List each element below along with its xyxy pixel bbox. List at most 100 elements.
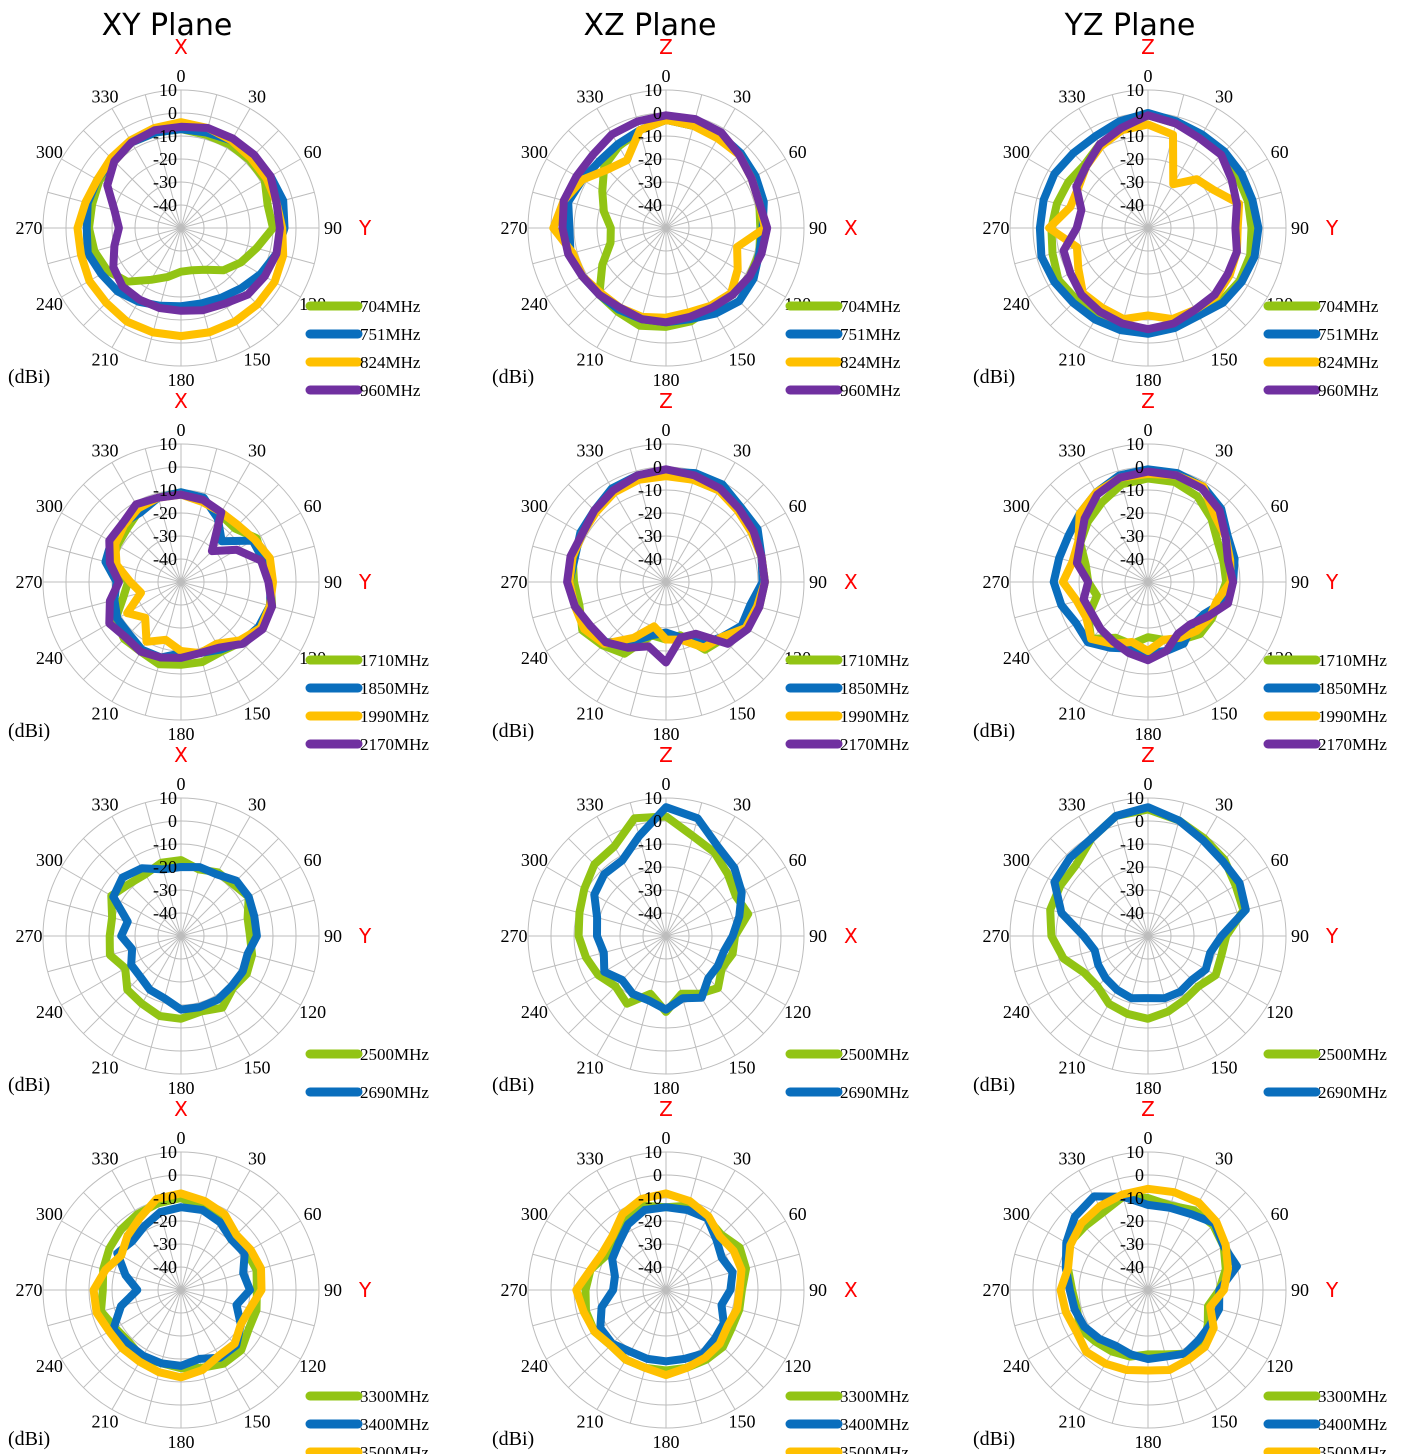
angle-tick-label: 270 (16, 572, 43, 592)
grid-spoke (1050, 1192, 1149, 1291)
grid-spoke (665, 816, 736, 937)
ring-tick-label: -30 (153, 526, 177, 546)
angle-tick-label: 300 (1003, 142, 1030, 162)
ring-tick-label: 10 (1126, 788, 1144, 808)
grid-spoke (665, 838, 764, 937)
ring-tick-label: -40 (153, 549, 177, 569)
ring-tick-label: -40 (638, 903, 662, 923)
ring-tick-label: 0 (1135, 103, 1144, 123)
angle-tick-label: 0 (1144, 1128, 1153, 1148)
ring-tick-label: -30 (638, 880, 662, 900)
ring-tick-label: -20 (1120, 503, 1144, 523)
angle-tick-label: 30 (733, 1148, 751, 1168)
angle-tick-label: 270 (16, 1280, 43, 1300)
angle-tick-label: 30 (733, 86, 751, 106)
angle-tick-label: 60 (789, 496, 807, 516)
angle-tick-label: 150 (244, 1412, 271, 1432)
angle-tick-label: 120 (1266, 1002, 1293, 1022)
grid-spoke (1147, 158, 1268, 229)
ring-tick-label: -30 (153, 172, 177, 192)
grid-spoke (180, 581, 218, 716)
grid-spoke (1028, 1289, 1149, 1360)
right-axis-letter: Y (1325, 1278, 1339, 1302)
grid-spoke (546, 1289, 667, 1360)
legend-label: 3500MHz (360, 1443, 429, 1454)
angle-tick-label: 150 (729, 350, 756, 370)
grid-spoke (180, 94, 218, 229)
angle-tick-label: 210 (577, 1058, 604, 1078)
angle-tick-label: 90 (809, 218, 827, 238)
polar-plot-xz-0: 0306090120150180210240270300330100-10-20… (492, 35, 901, 400)
angle-tick-label: 90 (324, 572, 342, 592)
angle-tick-label: 330 (92, 794, 119, 814)
angle-tick-label: 0 (177, 1128, 186, 1148)
top-axis-letter: X (174, 743, 188, 767)
angle-tick-label: 330 (577, 440, 604, 460)
ring-tick-label: -20 (153, 149, 177, 169)
grid-spoke (180, 108, 251, 229)
grid-spoke (61, 581, 182, 652)
grid-spoke (111, 935, 182, 1056)
grid-spoke (546, 581, 667, 652)
right-axis-letter: X (844, 924, 858, 948)
angle-tick-label: 240 (1003, 648, 1030, 668)
grid-spoke (180, 227, 251, 348)
right-axis-letter: Y (1325, 570, 1339, 594)
grid-spoke (665, 158, 786, 229)
legend-label: 2500MHz (1318, 1045, 1387, 1064)
ring-tick-label: -40 (638, 1257, 662, 1277)
unit-label: (dBi) (8, 1074, 50, 1096)
grid-spoke (629, 227, 667, 362)
grid-spoke (665, 227, 764, 326)
ring-tick-label: -30 (638, 172, 662, 192)
angle-tick-label: 150 (729, 704, 756, 724)
angle-tick-label: 270 (501, 1280, 528, 1300)
angle-tick-label: 120 (299, 1356, 326, 1376)
grid-spoke (1147, 1289, 1218, 1410)
series-2690MHz (1050, 803, 1250, 1003)
angle-tick-label: 150 (244, 350, 271, 370)
angle-tick-label: 90 (324, 218, 342, 238)
angle-tick-label: 180 (1135, 370, 1162, 390)
legend-label: 3400MHz (840, 1415, 909, 1434)
angle-tick-label: 90 (1291, 1280, 1309, 1300)
ring-tick-label: -20 (153, 857, 177, 877)
grid-spoke (1078, 935, 1149, 1056)
series-2690MHz (109, 863, 261, 1014)
angle-tick-label: 240 (36, 1002, 63, 1022)
angle-tick-label: 210 (92, 350, 119, 370)
grid-spoke (180, 227, 279, 326)
ring-tick-label: 10 (159, 434, 177, 454)
ring-tick-label: 10 (1126, 434, 1144, 454)
grid-spoke (629, 1156, 667, 1291)
angle-tick-label: 330 (92, 440, 119, 460)
angle-tick-label: 270 (983, 1280, 1010, 1300)
grid-spoke (83, 130, 182, 229)
grid-spoke (665, 130, 764, 229)
grid-spoke (180, 545, 315, 583)
ring-tick-label: -20 (638, 1211, 662, 1231)
grid-spoke (83, 581, 182, 680)
angle-tick-label: 180 (168, 1432, 195, 1452)
ring-tick-label: -10 (1120, 480, 1144, 500)
grid-spoke (1078, 462, 1149, 583)
grid-spoke (1147, 227, 1246, 326)
ring-tick-label: 0 (1135, 811, 1144, 831)
angle-tick-label: 0 (1144, 774, 1153, 794)
angle-tick-label: 0 (662, 66, 671, 86)
legend-label: 704MHz (840, 297, 901, 316)
angle-tick-label: 240 (1003, 294, 1030, 314)
grid-spoke (61, 158, 182, 229)
grid-spoke (1014, 935, 1149, 973)
grid-spoke (1147, 227, 1185, 362)
angle-tick-label: 90 (1291, 572, 1309, 592)
grid-spoke (144, 227, 182, 362)
legend-label: 751MHz (840, 325, 901, 344)
polar-plots: 0306090120150180210240270300330100-10-20… (8, 35, 1387, 1454)
ring-tick-label: -40 (153, 195, 177, 215)
angle-tick-label: 0 (177, 420, 186, 440)
grid-spoke (144, 94, 182, 229)
grid-spoke (546, 866, 667, 937)
grid-spoke (629, 94, 667, 229)
grid-spoke (1147, 191, 1282, 229)
